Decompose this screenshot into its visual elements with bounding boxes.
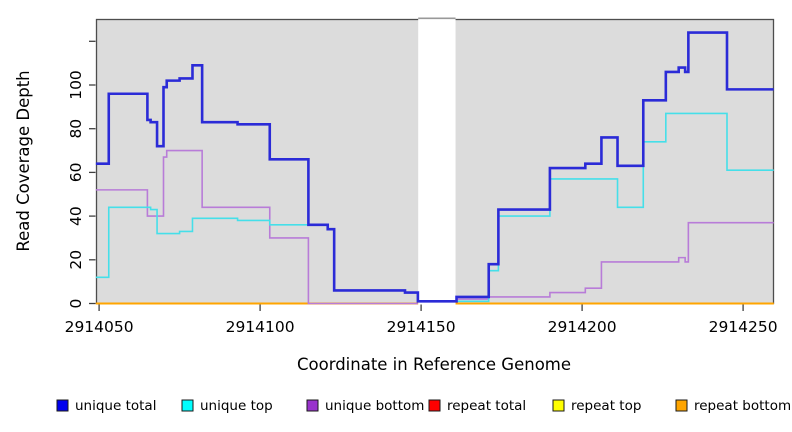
y-tick-label: 0 bbox=[67, 299, 85, 309]
x-tick-label: 2914250 bbox=[709, 318, 778, 336]
y-tick-label: 60 bbox=[67, 163, 85, 183]
legend-swatch-unique-total bbox=[56, 399, 69, 412]
x-tick-label: 2914200 bbox=[548, 318, 617, 336]
x-tick-label: 2914100 bbox=[226, 318, 295, 336]
y-tick-label: 20 bbox=[67, 250, 85, 270]
x-tick-label: 2914150 bbox=[387, 318, 456, 336]
x-tick-label: 2914050 bbox=[65, 318, 134, 336]
legend-swatch-repeat-bottom bbox=[675, 399, 688, 412]
legend-label-repeat-total: repeat total bbox=[447, 398, 526, 414]
y-tick-label: 40 bbox=[67, 206, 85, 226]
legend-swatch-repeat-total bbox=[428, 399, 441, 412]
legend-swatch-unique-top bbox=[181, 399, 194, 412]
y-tick-label: 80 bbox=[67, 119, 85, 139]
legend-group: unique total unique top unique bottom repea… bbox=[56, 398, 791, 414]
legend-swatch-unique-bottom bbox=[306, 399, 319, 412]
legend-label-unique-bottom: unique bottom bbox=[325, 398, 424, 414]
legend-swatch-repeat-top bbox=[552, 399, 565, 412]
legend-label-repeat-top: repeat top bbox=[571, 398, 641, 414]
legend-label-repeat-bottom: repeat bottom bbox=[694, 398, 791, 414]
series-line-unique-bottom bbox=[95, 149, 418, 305]
legend-label-unique-total: unique total bbox=[75, 398, 156, 414]
series-line-unique-bottom bbox=[456, 221, 774, 300]
series-line-unique-total bbox=[95, 31, 774, 303]
legend-label-unique-top: unique top bbox=[200, 398, 273, 414]
y-axis-title: Read Coverage Depth bbox=[14, 70, 33, 251]
y-tick-label: 100 bbox=[67, 70, 85, 100]
masked-region bbox=[418, 17, 456, 305]
plot-group: 2914050 2914100 2914150 2914200 2914250 0 20 40… bbox=[65, 17, 778, 336]
x-axis-title: Coordinate in Reference Genome bbox=[297, 355, 571, 374]
